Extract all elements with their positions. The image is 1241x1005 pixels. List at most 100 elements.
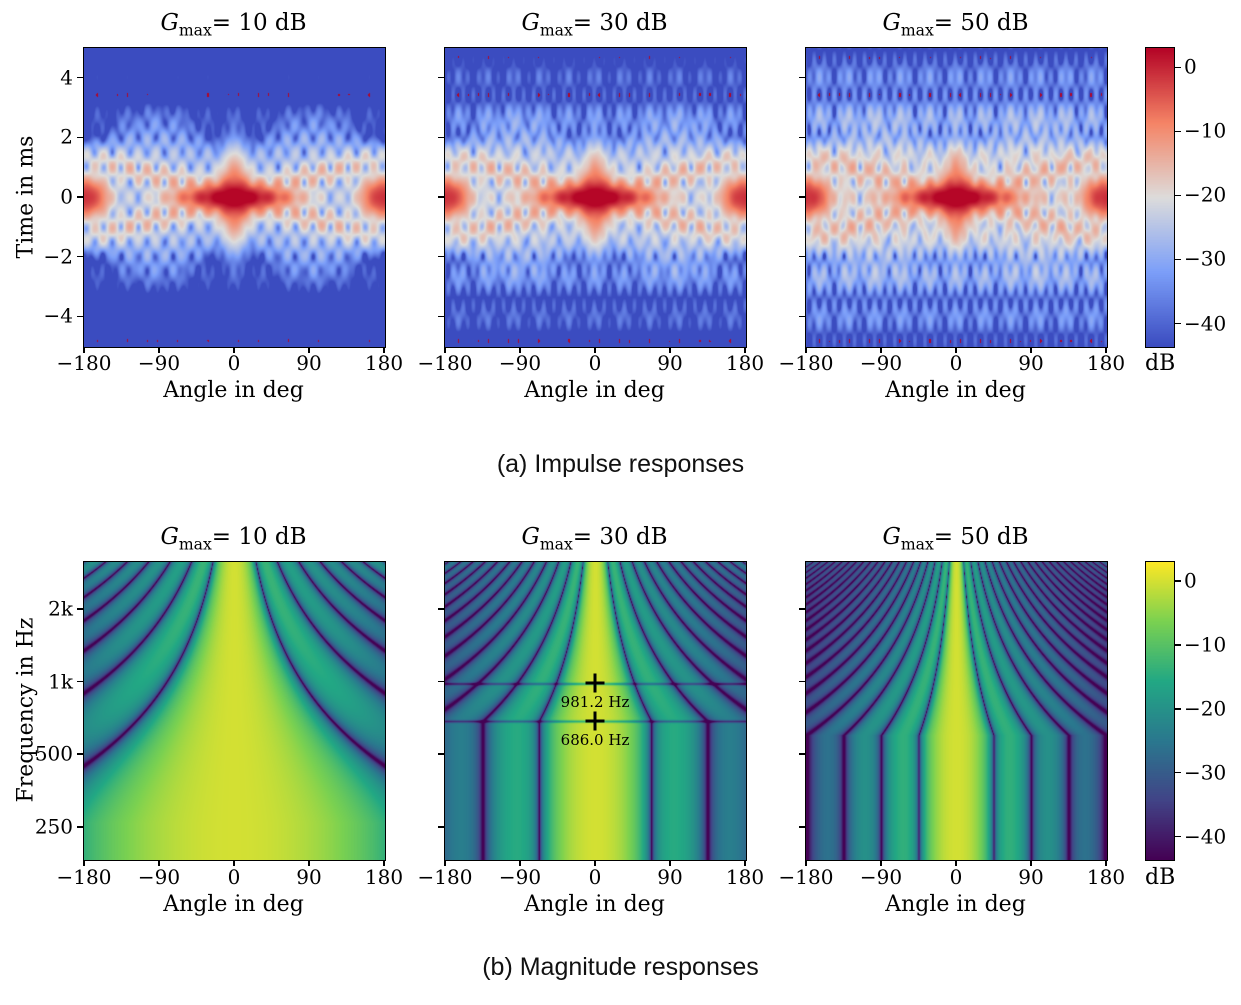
title-rest: = 50 dB — [934, 524, 1029, 550]
magnitude-heatmap-panel-gain-50 — [805, 561, 1108, 861]
x-tick-label: −180 — [57, 351, 112, 375]
colorbar-tick-mark — [1175, 131, 1181, 132]
y-tick-mark — [438, 826, 444, 827]
title-subscript: max — [540, 535, 573, 554]
colorbar-tick-label: −20 — [1184, 183, 1226, 207]
y-tick-label: 2k — [48, 596, 73, 620]
y-tick-mark — [799, 753, 805, 754]
title-subscript: max — [540, 21, 573, 40]
y-tick-label: 0 — [60, 185, 73, 209]
x-tick-label: 0 — [589, 351, 602, 375]
x-tick-label: −90 — [499, 865, 541, 889]
colorbar-tick-mark — [1175, 644, 1181, 645]
title-rest: = 30 dB — [573, 524, 668, 550]
y-tick-label: 250 — [35, 814, 73, 838]
y-tick-mark — [438, 256, 444, 257]
x-tick-label: 90 — [1018, 865, 1043, 889]
x-tick-label: 180 — [365, 865, 403, 889]
panel-title: Gmax= 50 dB — [805, 524, 1106, 554]
x-tick-label: 180 — [726, 351, 764, 375]
annotation-plus-marker — [586, 674, 605, 693]
title-subscript: max — [901, 535, 934, 554]
x-tick-label: 90 — [657, 351, 682, 375]
title-subscript: max — [179, 21, 212, 40]
title-rest: = 10 dB — [212, 524, 307, 550]
x-tick-label: −90 — [860, 351, 902, 375]
x-tick-label: 90 — [1018, 351, 1043, 375]
colorbar-tick-label: 0 — [1184, 569, 1197, 593]
impulse-heatmap-panel-gain-30 — [444, 47, 747, 348]
colorbar-tick-label: −30 — [1184, 760, 1226, 784]
y-tick-label: −2 — [44, 244, 73, 268]
colorbar-tick-mark — [1175, 772, 1181, 773]
x-tick-label: 90 — [296, 865, 321, 889]
colorbar-tick-label: −10 — [1184, 119, 1226, 143]
magnitude-heatmap-canvas-gain-50 — [806, 562, 1107, 860]
y-tick-mark — [799, 196, 805, 197]
y-tick-mark — [438, 77, 444, 78]
colorbar-tick-label: −30 — [1184, 247, 1226, 271]
x-axis-label: Angle in deg — [805, 378, 1106, 403]
colorbar-gradient — [1146, 48, 1174, 347]
title-variable: G — [160, 10, 178, 36]
panel-title: Gmax= 30 dB — [444, 10, 745, 40]
x-axis-label: Angle in deg — [83, 892, 384, 917]
colorbar-unit-label: dB — [1145, 351, 1175, 376]
colorbar-tick-mark — [1175, 580, 1181, 581]
y-tick-mark — [438, 608, 444, 609]
x-axis-label: Angle in deg — [444, 892, 745, 917]
y-tick-mark — [77, 316, 83, 317]
y-tick-mark — [438, 137, 444, 138]
y-tick-mark — [799, 826, 805, 827]
colorbar-tick-label: −40 — [1184, 311, 1226, 335]
y-tick-mark — [77, 681, 83, 682]
panel-title: Gmax= 10 dB — [83, 524, 384, 554]
colorbar-tick-label: −10 — [1184, 633, 1226, 657]
colorbar-tick-mark — [1175, 259, 1181, 260]
x-tick-label: −90 — [138, 865, 180, 889]
y-tick-mark — [799, 681, 805, 682]
colorbar-tick-mark — [1175, 195, 1181, 196]
x-tick-label: 180 — [1087, 351, 1125, 375]
title-variable: G — [882, 524, 900, 550]
y-tick-mark — [799, 77, 805, 78]
title-subscript: max — [901, 21, 934, 40]
x-tick-label: −90 — [860, 865, 902, 889]
colorbar-tick-label: 0 — [1184, 55, 1197, 79]
x-tick-label: 0 — [950, 351, 963, 375]
colorbar-viridis — [1145, 561, 1175, 861]
x-tick-label: 0 — [589, 865, 602, 889]
impulse-heatmap-canvas-gain-10 — [84, 48, 385, 347]
y-tick-mark — [77, 753, 83, 754]
y-tick-label: 2 — [60, 125, 73, 149]
title-rest: = 10 dB — [212, 10, 307, 36]
title-subscript: max — [179, 535, 212, 554]
y-axis-label: Frequency in Hz — [14, 618, 39, 803]
y-tick-mark — [799, 256, 805, 257]
x-tick-label: −180 — [418, 351, 473, 375]
colorbar-tick-mark — [1175, 323, 1181, 324]
x-tick-label: −180 — [57, 865, 112, 889]
title-rest: = 50 dB — [934, 10, 1029, 36]
x-tick-label: −180 — [779, 351, 834, 375]
panel-title: Gmax= 10 dB — [83, 10, 384, 40]
magnitude-heatmap-canvas-gain-10 — [84, 562, 385, 860]
y-tick-mark — [77, 137, 83, 138]
title-variable: G — [160, 524, 178, 550]
x-axis-label: Angle in deg — [805, 892, 1106, 917]
y-tick-mark — [438, 316, 444, 317]
colorbar-tick-mark — [1175, 67, 1181, 68]
y-tick-mark — [77, 77, 83, 78]
annotation-plus-marker — [586, 712, 605, 731]
y-tick-label: 4 — [60, 65, 73, 89]
x-axis-label: Angle in deg — [444, 378, 745, 403]
x-tick-label: −90 — [138, 351, 180, 375]
colorbar-unit-label: dB — [1145, 865, 1175, 890]
x-tick-label: −180 — [418, 865, 473, 889]
title-variable: G — [521, 10, 539, 36]
colorbar-coolwarm — [1145, 47, 1175, 348]
x-tick-label: −180 — [779, 865, 834, 889]
x-tick-label: 0 — [950, 865, 963, 889]
y-axis-label: Time in ms — [14, 135, 39, 258]
impulse-heatmap-panel-gain-10 — [83, 47, 386, 348]
